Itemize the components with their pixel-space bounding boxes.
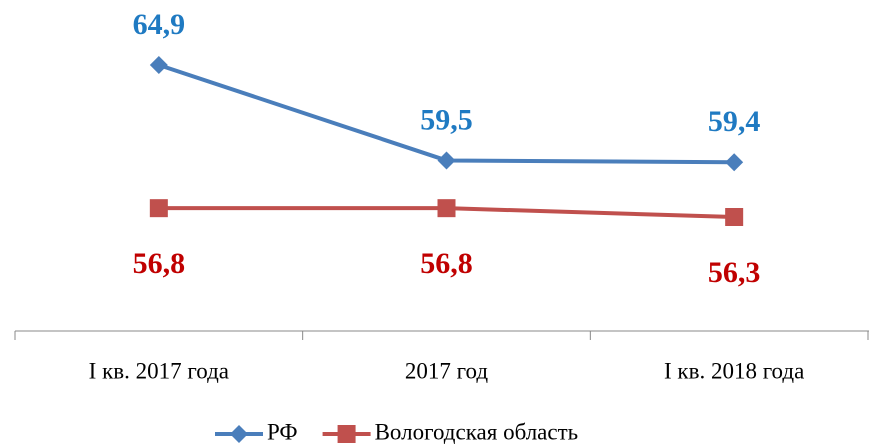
marker [149, 199, 168, 218]
legend-label: РФ [267, 419, 298, 444]
data-label: 56,8 [133, 247, 186, 280]
legend-marker [337, 425, 356, 443]
legend-label: Вологодская область [375, 419, 579, 444]
data-label: 56,8 [420, 247, 473, 280]
x-tick-label: I кв. 2017 года [89, 358, 229, 383]
marker [437, 199, 456, 218]
x-tick-label: 2017 год [405, 358, 488, 383]
data-label: 59,4 [708, 105, 761, 138]
marker [725, 153, 744, 172]
marker [725, 208, 744, 226]
data-label: 59,5 [420, 103, 473, 136]
x-tick-label: I кв. 2018 года [664, 358, 804, 383]
legend-marker [230, 425, 248, 443]
marker [149, 56, 168, 74]
data-label: 56,3 [708, 256, 761, 289]
marker [437, 151, 456, 170]
data-label: 64,9 [133, 8, 186, 41]
